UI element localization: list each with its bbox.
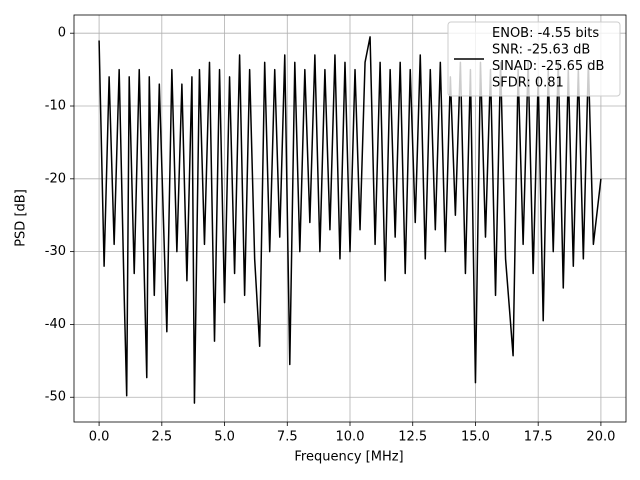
y-tick-label: -50 xyxy=(45,390,66,405)
y-tick-label: -10 xyxy=(45,99,66,114)
y-axis-label: PSD [dB] xyxy=(14,189,29,247)
legend-box xyxy=(447,21,621,97)
x-tick-label: 12.5 xyxy=(398,430,427,445)
x-tick-label: 5.0 xyxy=(214,430,235,445)
x-tick-label: 17.5 xyxy=(524,430,553,445)
legend-label: ENOB: -4.55 bits SNR: -25.63 dB SINAD: -25… xyxy=(492,26,604,91)
x-tick-label: 10.0 xyxy=(336,430,365,445)
x-tick-label: 0.0 xyxy=(89,430,110,445)
x-tick-label: 2.5 xyxy=(151,430,172,445)
y-tick-label: -20 xyxy=(45,171,66,186)
x-tick-label: 15.0 xyxy=(461,430,490,445)
y-tick-label: -40 xyxy=(45,317,66,332)
x-tick-label: 7.5 xyxy=(277,430,298,445)
legend: ENOB: -4.55 bits SNR: -25.63 dB SINAD: -25… xyxy=(447,21,621,97)
plot-frame xyxy=(73,14,627,423)
x-axis-label: Frequency [MHz] xyxy=(294,450,403,465)
psd-line xyxy=(98,36,602,404)
x-tick-label: 20.0 xyxy=(586,430,615,445)
y-tick-label: 0 xyxy=(58,26,66,41)
y-tick-label: -30 xyxy=(45,244,66,259)
